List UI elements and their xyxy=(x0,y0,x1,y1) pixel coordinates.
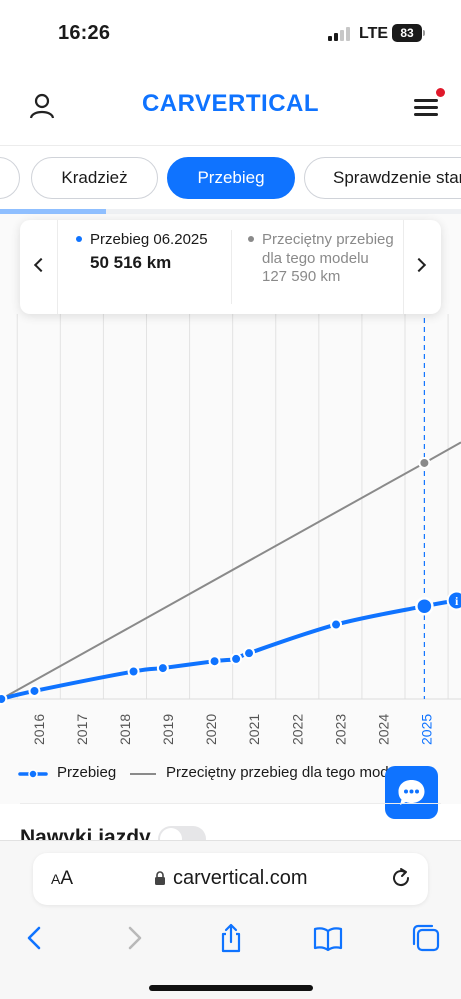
tooltip-mileage-label: Przebieg 06.2025 xyxy=(90,231,208,248)
signal-icon xyxy=(328,27,350,41)
tooltip-divider xyxy=(231,230,232,304)
average-dot-icon xyxy=(248,236,254,242)
mileage-point xyxy=(28,684,41,697)
x-tick-label: 2025 xyxy=(419,714,435,745)
chat-button[interactable] xyxy=(385,766,438,819)
user-icon[interactable] xyxy=(28,92,56,120)
url-text: carvertical.com xyxy=(173,867,308,889)
share-icon[interactable] xyxy=(216,923,246,953)
tab-sprawdzenie[interactable]: Sprawdzenie stanu xyxy=(304,157,461,199)
legend-mileage-marker-icon xyxy=(18,769,48,779)
section-tabs: Kradzież Przebieg Sprawdzenie stanu xyxy=(0,146,461,212)
chat-icon xyxy=(398,780,425,805)
lock-icon xyxy=(155,871,165,885)
chevron-left-icon xyxy=(33,257,49,273)
mileage-point xyxy=(0,693,8,705)
browser-nav-row xyxy=(0,919,461,955)
tooltip-average-value: 127 590 km xyxy=(262,268,341,285)
home-indicator xyxy=(149,985,313,991)
x-tick-label: 2022 xyxy=(289,714,305,745)
tooltip-average: Przeciętny przebieg dla tego modelu 127 … xyxy=(246,230,396,285)
x-tick-label: 2019 xyxy=(160,714,176,745)
tabs-icon[interactable] xyxy=(411,923,441,953)
mileage-point xyxy=(330,618,343,631)
chevron-right-icon xyxy=(411,257,427,273)
mileage-dot-icon xyxy=(76,236,82,242)
forward-icon[interactable] xyxy=(119,923,149,953)
network-type: LTE xyxy=(359,25,389,42)
carvertical-logo[interactable]: CARVERTICAL xyxy=(141,90,320,117)
chart-canvas[interactable]: i 2016 2017 2018 2019 2020 2021 2022 2023 2024 202… xyxy=(0,214,461,760)
reader-settings-button[interactable]: AA xyxy=(51,868,74,889)
mileage-selected-point xyxy=(415,596,434,616)
x-tick-label: 2021 xyxy=(246,714,262,745)
tabs-scroll-track xyxy=(0,209,461,214)
x-tick-label: 2023 xyxy=(332,714,348,745)
tooltip-mileage: Przebieg 06.2025 50 516 km xyxy=(74,230,230,273)
average-mileage-point xyxy=(418,456,431,469)
mileage-point xyxy=(127,665,140,678)
bookmarks-icon[interactable] xyxy=(313,923,343,953)
legend-mileage-label: Przebieg xyxy=(57,764,117,781)
tooltip-mileage-value: 50 516 km xyxy=(90,253,172,272)
x-tick-label: 2020 xyxy=(203,714,219,745)
reload-icon[interactable] xyxy=(390,867,412,889)
mileage-point xyxy=(243,647,256,660)
mileage-line xyxy=(0,598,459,701)
browser-toolbar: AA carvertical.com xyxy=(0,840,461,999)
menu-icon[interactable] xyxy=(412,96,440,118)
back-icon[interactable] xyxy=(20,923,50,953)
tab-przebieg[interactable]: Przebieg xyxy=(167,157,295,199)
battery-icon: 83 xyxy=(392,24,422,42)
mileage-point xyxy=(230,652,243,665)
section-divider xyxy=(20,803,441,804)
x-tick-label: 2016 xyxy=(31,714,47,745)
status-time: 16:26 xyxy=(58,22,111,44)
tooltip-next-button[interactable] xyxy=(403,220,441,314)
tab-previous[interactable] xyxy=(0,157,20,199)
app-header: CARVERTICAL xyxy=(0,66,461,146)
tab-kradziez[interactable]: Kradzież xyxy=(31,157,158,199)
tabs-scroll-thumb xyxy=(0,209,106,214)
chart-tooltip-card: Przebieg 06.2025 50 516 km Przeciętny pr… xyxy=(20,220,441,314)
info-icon: i xyxy=(455,594,459,608)
mileage-info-point xyxy=(446,590,461,611)
notification-dot xyxy=(436,88,445,97)
tooltip-prev-button[interactable] xyxy=(20,220,58,314)
legend-average-label: Przeciętny przebieg dla tego modelu xyxy=(166,764,409,781)
legend-average-marker-icon xyxy=(130,773,156,775)
x-tick-label: 2017 xyxy=(74,714,90,745)
chart-legend: Przebieg Przeciętny przebieg dla tego mo… xyxy=(0,760,461,790)
mileage-point xyxy=(208,655,221,668)
tooltip-average-label: Przeciętny przebieg dla tego modelu xyxy=(262,231,394,267)
x-tick-label: 2018 xyxy=(117,714,133,745)
status-bar: 16:26 LTE 83 xyxy=(0,0,461,66)
x-tick-label: 2024 xyxy=(375,714,391,745)
address-bar[interactable]: AA carvertical.com xyxy=(33,853,428,905)
battery-cap xyxy=(423,30,425,36)
mileage-point xyxy=(156,662,169,675)
